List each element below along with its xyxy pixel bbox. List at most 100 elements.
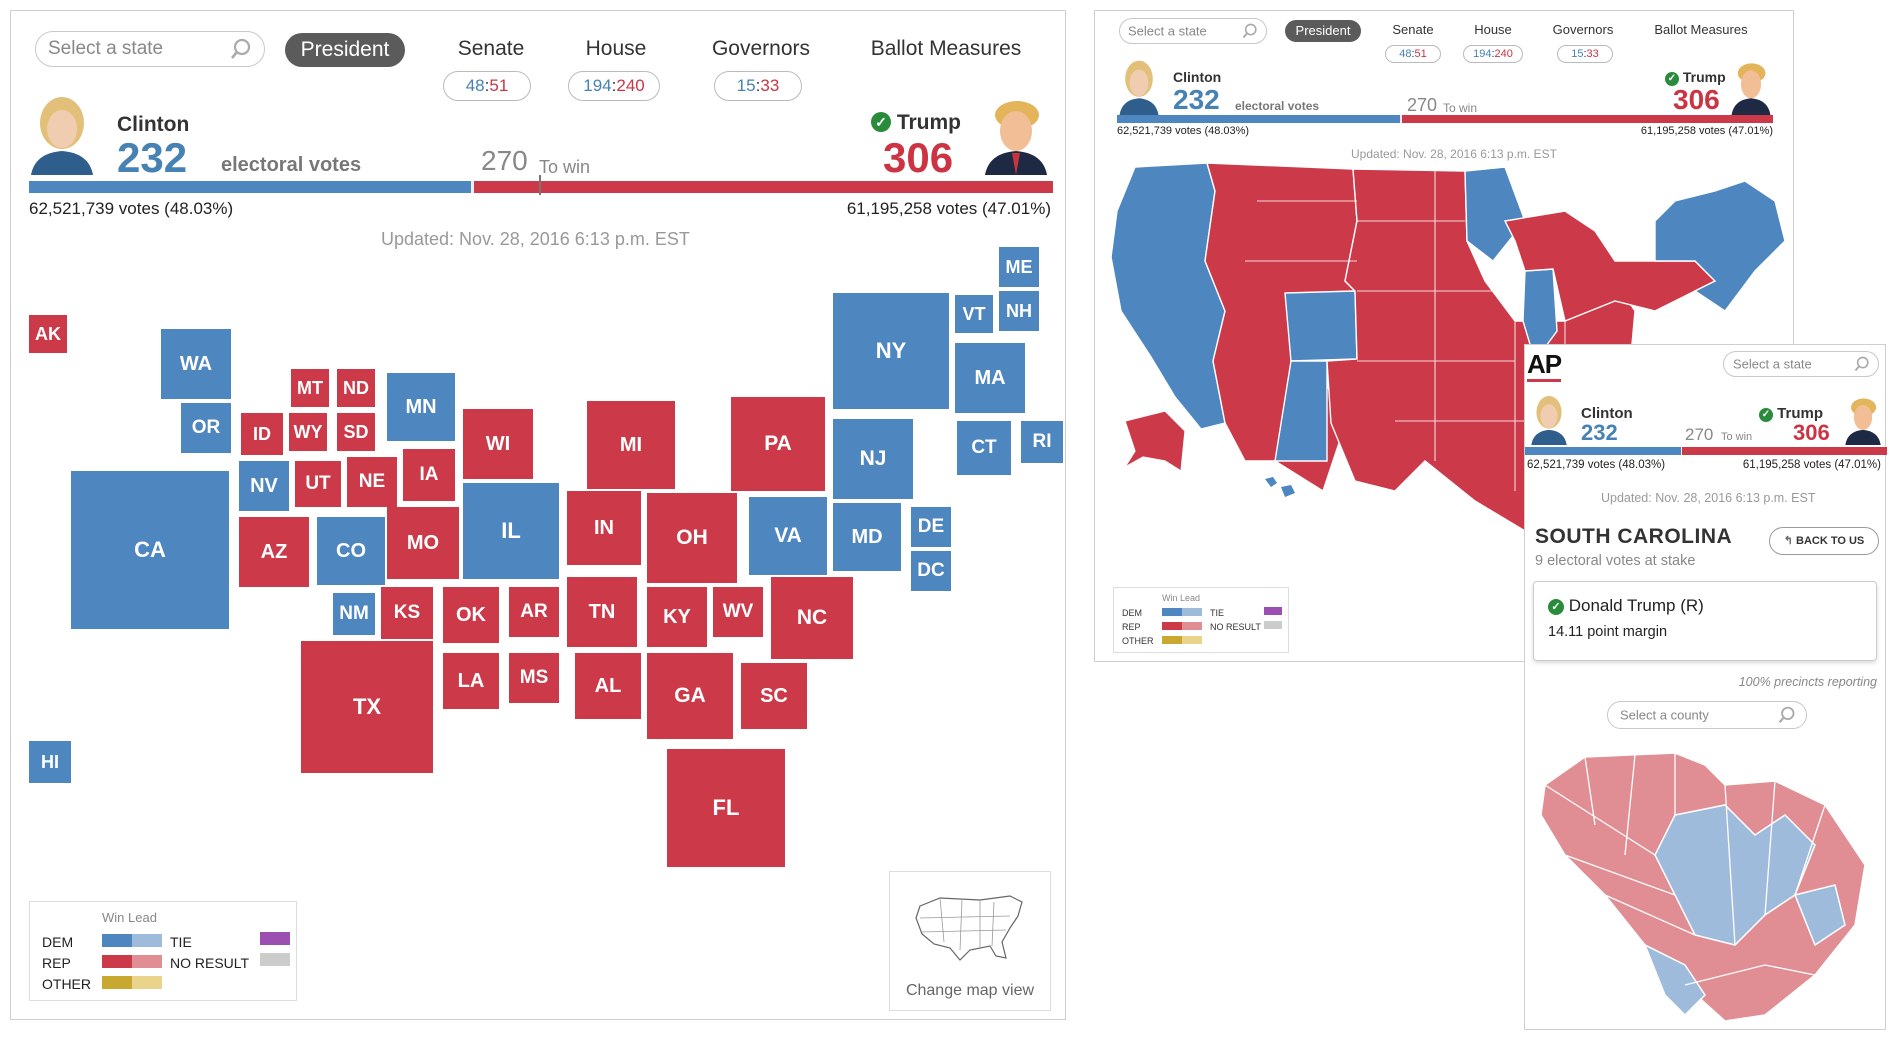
change-map-view-button[interactable]: Change map view <box>889 871 1051 1011</box>
tab-ballot-measures[interactable]: Ballot Measures <box>1654 22 1748 37</box>
legend-other-win-swatch <box>1162 636 1182 644</box>
trump-avatar <box>1729 55 1773 115</box>
tab-house[interactable]: House <box>1474 22 1512 37</box>
state-tile-va[interactable]: VA <box>749 497 827 575</box>
state-tile-ar[interactable]: AR <box>509 587 559 637</box>
state-tile-nd[interactable]: ND <box>337 369 375 407</box>
state-tile-in[interactable]: IN <box>567 491 641 565</box>
state-tile-vt[interactable]: VT <box>955 295 993 333</box>
tab-ballot-measures[interactable]: Ballot Measures <box>870 37 1022 60</box>
state-tile-de[interactable]: DE <box>911 507 951 547</box>
state-tile-ca[interactable]: CA <box>71 471 229 629</box>
tab-governors[interactable]: Governors <box>1552 22 1614 37</box>
tab-governors[interactable]: Governors <box>711 37 811 60</box>
trump-electoral-votes: 306 <box>1673 84 1720 115</box>
state-tile-ne[interactable]: NE <box>347 457 397 507</box>
tab-senate[interactable]: Senate <box>457 37 525 60</box>
state-tile-wv[interactable]: WV <box>713 587 763 637</box>
state-tile-id[interactable]: ID <box>241 413 283 455</box>
tab-senate[interactable]: Senate <box>1392 22 1434 37</box>
county-search[interactable]: Select a county <box>1607 701 1807 729</box>
state-tile-nm[interactable]: NM <box>333 593 375 635</box>
search-icon <box>231 38 251 59</box>
county-search-placeholder: Select a county <box>1620 707 1709 723</box>
state-tile-nc[interactable]: NC <box>771 577 853 659</box>
state-tile-ak[interactable]: AK <box>29 315 67 353</box>
south-carolina-county-map[interactable] <box>1525 745 1887 1025</box>
ev-progress-bar <box>29 175 1053 195</box>
state-tile-wy[interactable]: WY <box>289 413 327 451</box>
state-tile-ut[interactable]: UT <box>295 461 341 507</box>
trump-name: Trump <box>896 111 962 134</box>
state-tile-tx[interactable]: TX <box>301 641 433 773</box>
state-tile-or[interactable]: OR <box>181 403 231 453</box>
state-tile-wi[interactable]: WI <box>463 409 533 479</box>
state-tile-ms[interactable]: MS <box>509 653 559 703</box>
state-tile-mo[interactable]: MO <box>387 507 459 579</box>
clinton-name: Clinton <box>1173 69 1222 85</box>
state-tile-dc[interactable]: DC <box>911 551 951 591</box>
state-search[interactable]: Select a state <box>35 31 265 67</box>
state-tile-md[interactable]: MD <box>833 503 901 571</box>
state-tile-map: AK WA OR CA HI MT ND ID WY SD NV UT NE IA MN AZ CO MO NM KS… <box>11 11 1067 1021</box>
search-icon <box>1778 706 1795 724</box>
state-tile-ky[interactable]: KY <box>647 587 707 647</box>
legend-tie-swatch <box>260 932 290 945</box>
state-tile-sc[interactable]: SC <box>741 663 807 729</box>
legend-header: Win Lead <box>1162 593 1201 603</box>
state-tile-nj[interactable]: NJ <box>833 419 913 499</box>
state-tile-il[interactable]: IL <box>463 483 559 579</box>
winner-margin: 14.11 point margin <box>1548 624 1668 640</box>
trump-electoral-votes: 306 <box>883 134 954 181</box>
us-outline-icon <box>915 895 1023 961</box>
state-tile-al[interactable]: AL <box>575 653 641 719</box>
state-tile-az[interactable]: AZ <box>239 517 309 587</box>
tab-president[interactable]: President <box>285 33 405 67</box>
house-score: 194:240 <box>1463 45 1523 63</box>
state-tile-tn[interactable]: TN <box>567 577 637 647</box>
electoral-votes-label: electoral votes <box>1235 99 1320 113</box>
trump-name: Trump <box>1682 69 1726 85</box>
state-tile-mi[interactable]: MI <box>587 401 675 489</box>
senate-score: 48:51 <box>1385 45 1441 63</box>
state-tile-ks[interactable]: KS <box>381 587 433 639</box>
back-to-us-button[interactable]: ↰ BACK TO US <box>1769 527 1879 555</box>
state-tile-co[interactable]: CO <box>317 517 385 585</box>
state-tile-nh[interactable]: NH <box>999 291 1039 331</box>
state-tile-pa[interactable]: PA <box>731 397 825 491</box>
state-tile-ok[interactable]: OK <box>443 587 499 643</box>
state-tile-ia[interactable]: IA <box>403 449 455 501</box>
tab-president[interactable]: President <box>1285 20 1361 42</box>
clinton-electoral-votes: 232 <box>117 134 188 181</box>
state-search-detail[interactable]: Select a state <box>1723 351 1879 377</box>
winner-check-icon: ✓ <box>1759 408 1773 422</box>
state-tile-me[interactable]: ME <box>999 247 1039 287</box>
state-tile-fl[interactable]: FL <box>667 749 785 867</box>
state-tile-hi[interactable]: HI <box>29 741 71 783</box>
state-search-small[interactable]: Select a state <box>1119 18 1267 44</box>
to-win-label: To win <box>1443 101 1478 115</box>
clinton-popular-votes: 62,521,739 votes (48.03%) <box>29 199 234 218</box>
trump-name-row: ✓ Trump <box>1759 405 1823 422</box>
state-tile-mt[interactable]: MT <box>291 369 329 407</box>
state-tile-ga[interactable]: GA <box>647 653 733 739</box>
state-tile-nv[interactable]: NV <box>239 461 289 511</box>
state-tile-wa[interactable]: WA <box>161 329 231 399</box>
legend-rep-win-swatch <box>1162 622 1182 630</box>
state-tile-ny[interactable]: NY <box>833 293 949 409</box>
state-tile-ct[interactable]: CT <box>957 421 1011 475</box>
state-tile-ma[interactable]: MA <box>955 343 1025 413</box>
state-tile-sd[interactable]: SD <box>337 413 375 451</box>
state-tile-ri[interactable]: RI <box>1021 421 1063 463</box>
clinton-avatar <box>27 89 97 175</box>
legend-rep-lead-swatch <box>132 955 162 968</box>
state-tile-oh[interactable]: OH <box>647 493 737 583</box>
state-tile-la[interactable]: LA <box>443 653 499 709</box>
trump-electoral-votes: 306 <box>1793 420 1830 445</box>
to-win-number: 270 <box>1685 425 1714 444</box>
tab-house[interactable]: House <box>585 37 647 60</box>
to-win-number: 270 <box>1407 95 1438 115</box>
state-tile-mn[interactable]: MN <box>387 373 455 441</box>
legend-dem-win-swatch <box>102 934 132 947</box>
search-icon <box>1242 23 1257 39</box>
